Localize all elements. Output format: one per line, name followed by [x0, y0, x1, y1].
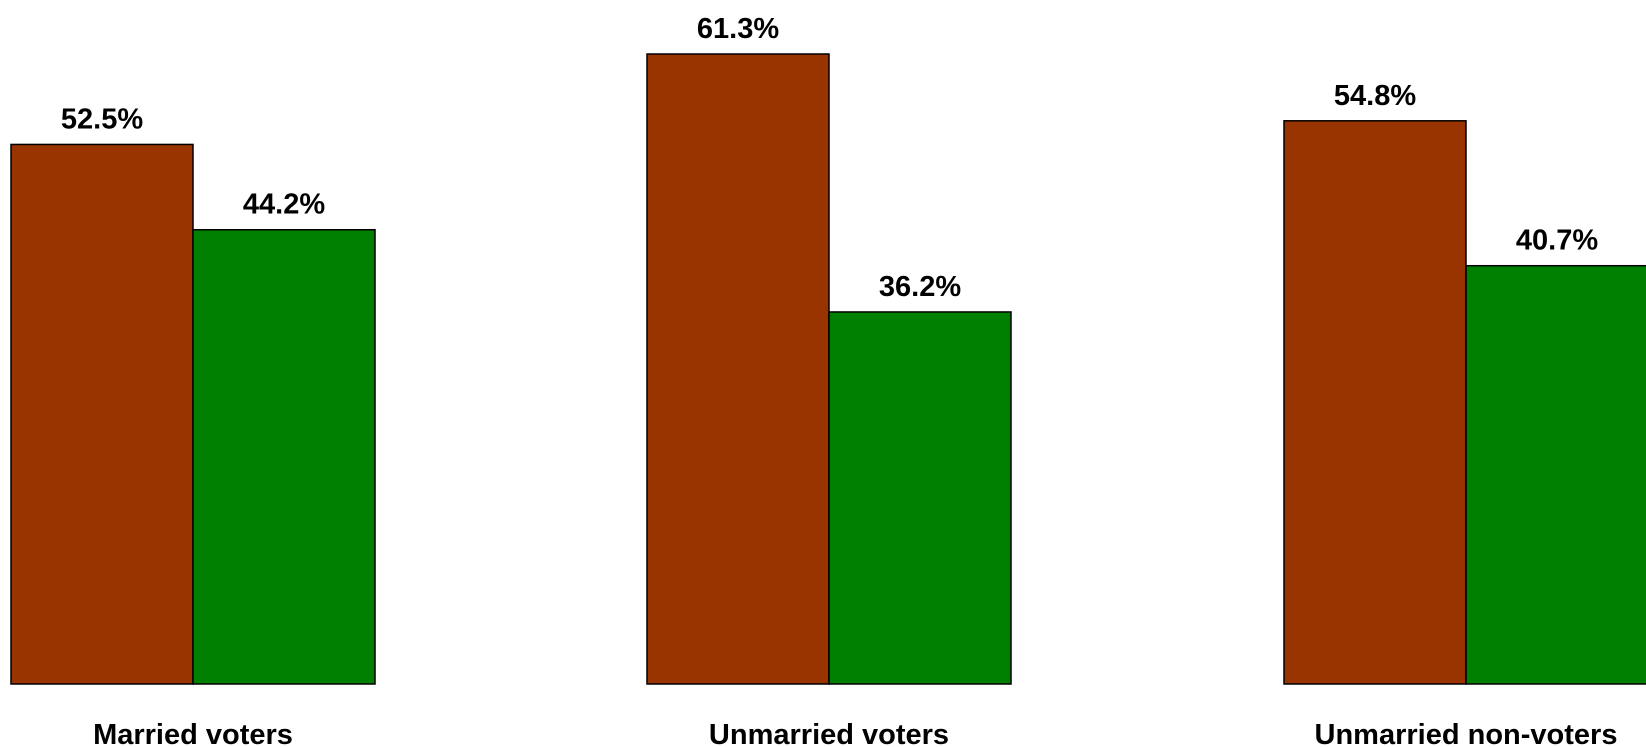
bars-group	[10, 53, 1646, 685]
bar-series-1-1	[10, 143, 194, 685]
category-label-1: Married voters	[93, 719, 293, 747]
category-labels-group: Married voters Unmarried voters Unmarried …	[93, 719, 1617, 747]
value-label-series-1-2: 61.3%	[697, 13, 779, 45]
value-label-series-2-1: 44.2%	[243, 189, 325, 221]
bar-series-1-3	[1283, 120, 1467, 685]
category-label-3: Unmarried non-voters	[1315, 719, 1618, 747]
bar-series-2-3	[1465, 264, 1646, 685]
value-label-series-2-3: 40.7%	[1516, 225, 1598, 257]
value-labels-group: 52.5% 44.2% 61.3% 36.2% 54.8% 40.7%	[61, 13, 1598, 303]
value-label-series-1-3: 54.8%	[1334, 80, 1416, 112]
bar-series-1-2	[646, 53, 830, 685]
bar-series-2-1	[192, 228, 376, 685]
value-label-series-1-1: 52.5%	[61, 103, 143, 135]
value-label-series-2-2: 36.2%	[879, 271, 961, 303]
bar-series-2-2	[828, 311, 1012, 685]
category-label-2: Unmarried voters	[709, 719, 949, 747]
